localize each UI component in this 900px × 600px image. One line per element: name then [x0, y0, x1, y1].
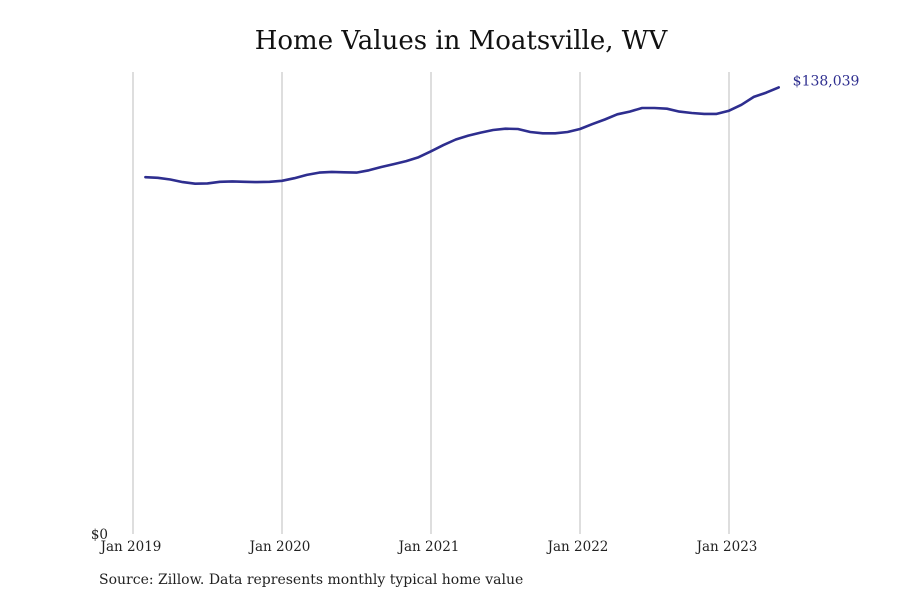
- x-tick-label: Jan 2021: [397, 539, 460, 555]
- end-value-label: $138,039: [793, 73, 860, 89]
- y-tick-label: $0: [91, 527, 108, 543]
- x-axis-tick-labels: Jan 2019 Jan 2020 Jan 2021 Jan 2022 Jan 2023: [99, 539, 758, 555]
- x-tick-label: Jan 2022: [546, 539, 609, 555]
- series-line: [144, 86, 780, 185]
- gridlines: [132, 72, 730, 534]
- x-tick-label: Jan 2020: [248, 539, 311, 555]
- source-note: Source: Zillow. Data represents monthly …: [99, 572, 524, 588]
- y-axis-tick-labels: $0: [91, 527, 108, 543]
- x-tick-label: Jan 2019: [99, 539, 162, 555]
- chart-title: Home Values in Moatsville, WV: [254, 26, 668, 56]
- x-tick-label: Jan 2023: [695, 539, 758, 555]
